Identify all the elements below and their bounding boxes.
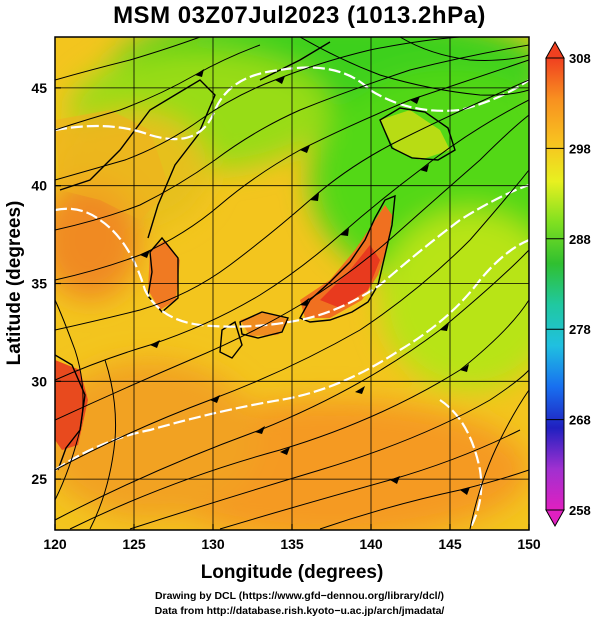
- y-tick-label-35: 35: [31, 276, 47, 292]
- x-tick-label-135: 135: [280, 536, 304, 552]
- colorbar-label-268: 268: [569, 413, 591, 428]
- y-tick-label-45: 45: [31, 80, 47, 96]
- colorbar-label-288: 288: [569, 232, 591, 247]
- chart-title: MSM 03Z07Jul2023 (1013.2hPa): [113, 2, 486, 29]
- streamlines: [55, 37, 529, 530]
- x-tick-label-145: 145: [438, 536, 462, 552]
- x-tick-label-130: 130: [201, 536, 225, 552]
- hokkaido-land: [380, 110, 450, 160]
- y-axis-ticks: 25 30 35 40 45: [31, 80, 61, 487]
- y-tick-label-40: 40: [31, 178, 47, 194]
- colorbar-min-triangle: [545, 509, 565, 528]
- grid-lines: [55, 37, 529, 530]
- x-axis-ticks: 120 125 130 135 140 145 150: [43, 524, 541, 552]
- x-axis-label: Longitude (degrees): [201, 562, 384, 583]
- colorbar-label-308: 308: [569, 51, 591, 66]
- y-axis-label: Latitude (degrees): [4, 201, 25, 366]
- x-tick-label-150: 150: [517, 536, 541, 552]
- colorbar: 258 268 278 288 298 308: [545, 40, 591, 528]
- x-tick-label-125: 125: [122, 536, 146, 552]
- credit-line-1: Drawing by DCL (https://www.gfd−dennou.o…: [154, 590, 445, 602]
- x-tick-label-140: 140: [359, 536, 383, 552]
- x-tick-label-120: 120: [43, 536, 67, 552]
- honshu-land: [300, 205, 392, 318]
- credit-block: Drawing by DCL (https://www.gfd−dennou.o…: [0, 589, 599, 619]
- plot-area: [55, 37, 529, 530]
- credit-line-2: Data from http://database.rish.kyoto−u.a…: [154, 605, 445, 617]
- colorbar-scale: [545, 57, 565, 511]
- korea-land: [148, 240, 180, 310]
- coastlines: [55, 41, 456, 471]
- colorbar-label-298: 298: [569, 141, 591, 156]
- streamline-arrows: [140, 69, 470, 495]
- y-tick-label-25: 25: [31, 471, 47, 487]
- colorbar-label-278: 278: [569, 322, 591, 337]
- colorbar-max-triangle: [545, 40, 565, 59]
- y-tick-label-30: 30: [31, 373, 47, 389]
- colorbar-label-258: 258: [569, 503, 591, 518]
